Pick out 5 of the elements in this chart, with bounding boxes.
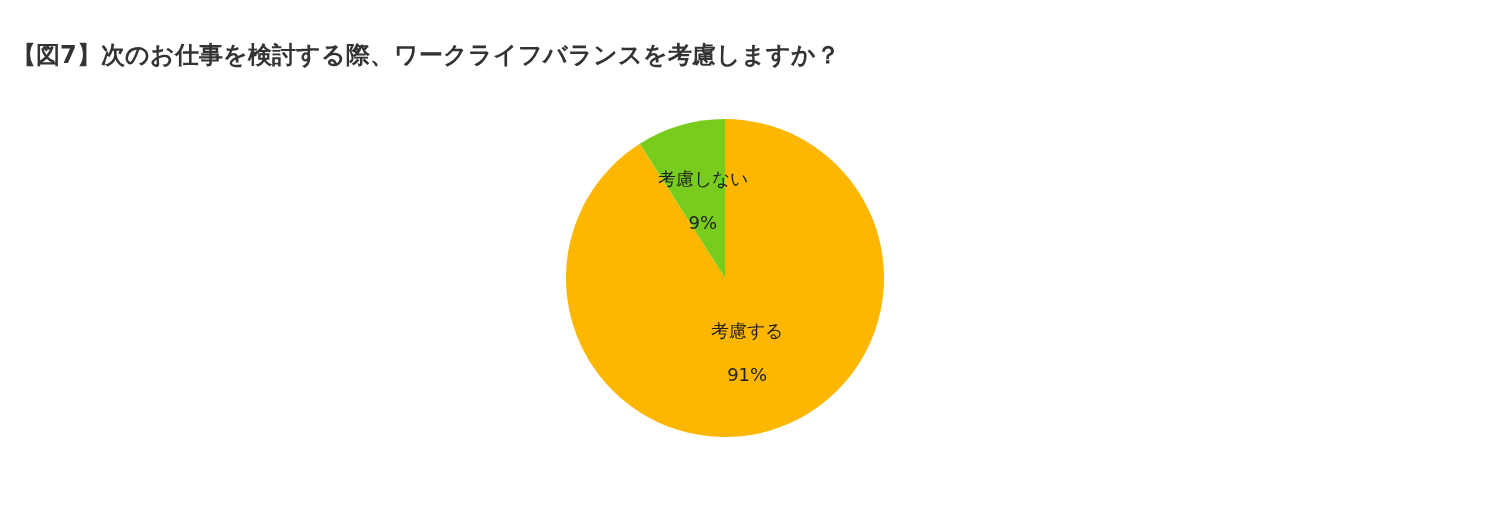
slice-label: 考慮する: [711, 320, 784, 342]
data-label: 91%: [727, 364, 768, 386]
data-label: 9%: [688, 211, 718, 233]
chart-title: 【図7】次のお仕事を検討する際、ワークライフバランスを考慮しますか？: [12, 41, 840, 69]
pie-slice: [566, 119, 884, 437]
